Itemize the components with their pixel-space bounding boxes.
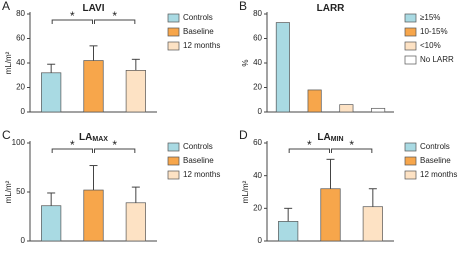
y-tick-label: 80 [253, 9, 262, 18]
legend-swatch [404, 13, 417, 23]
y-tick-label: 20 [253, 203, 262, 212]
y-tick-label: 100 [12, 138, 26, 147]
legend-swatch [404, 27, 417, 37]
bar [41, 205, 62, 242]
chart-title: LAVI [82, 3, 104, 14]
significance-bracket [51, 19, 93, 24]
bar [125, 69, 146, 113]
legend-label: 12 months [183, 41, 220, 50]
y-tick-label: 60 [16, 34, 25, 43]
significance-label: * [307, 138, 312, 152]
y-axis-label: mL/m² [241, 180, 250, 203]
legend-swatch [404, 142, 417, 152]
chart-title: LARR [317, 3, 346, 14]
legend-swatch [404, 41, 417, 51]
y-tick-label: 0 [21, 107, 26, 116]
y-axis-label: % [241, 59, 250, 66]
title-sub: MAX [92, 136, 108, 143]
significance-label: * [112, 9, 117, 23]
significance-bracket [94, 19, 136, 24]
y-tick-label: 0 [258, 107, 263, 116]
legend-label: ≥15% [420, 13, 440, 22]
legend-label: 12 months [183, 170, 220, 179]
y-axis-label: mL/m² [4, 180, 13, 203]
bar [307, 89, 322, 113]
y-tick-label: 40 [16, 58, 25, 67]
legend-label: 12 months [420, 170, 457, 179]
legend-label: Controls [420, 142, 450, 151]
bar [83, 189, 104, 242]
bar [339, 104, 354, 113]
legend-label: Controls [183, 142, 213, 151]
y-tick-label: 0 [21, 236, 26, 245]
bar [278, 221, 299, 242]
panel-letter: A [2, 0, 10, 13]
legend-swatch [404, 170, 417, 180]
title-sub: MIN [331, 136, 344, 143]
chart-title: LAMIN [317, 132, 343, 143]
bar [371, 107, 386, 113]
legend-swatch [167, 156, 180, 166]
y-tick-label: 0 [258, 236, 263, 245]
bar [41, 72, 62, 113]
panel-letter: B [239, 0, 247, 13]
chart-title: LAMAX [79, 132, 108, 143]
title-main: LA [79, 132, 92, 143]
y-tick-label: 20 [253, 83, 262, 92]
significance-bracket [331, 148, 373, 153]
bar [320, 188, 341, 242]
legend-swatch [167, 13, 180, 23]
y-tick-label: 60 [253, 34, 262, 43]
significance-label: * [112, 138, 117, 152]
legend-label: Baseline [183, 27, 214, 36]
panel-letter: C [2, 128, 11, 142]
legend-swatch [167, 170, 180, 180]
legend-label: Controls [183, 13, 213, 22]
legend-swatch [167, 27, 180, 37]
legend-swatch [404, 156, 417, 166]
y-tick-label: 50 [16, 187, 25, 196]
y-tick-label: 60 [253, 138, 262, 147]
bar [83, 60, 104, 113]
y-axis-label: mL/m² [4, 51, 13, 74]
legend-label: No LARR [420, 55, 454, 64]
legend-swatch [404, 55, 417, 65]
significance-label: * [349, 138, 354, 152]
y-tick-label: 20 [16, 83, 25, 92]
legend-label: Baseline [183, 156, 214, 165]
significance-bracket [51, 148, 93, 153]
significance-bracket [288, 148, 330, 153]
y-tick-label: 40 [253, 171, 262, 180]
bar [362, 206, 383, 242]
legend-label: Baseline [420, 156, 451, 165]
bar [125, 202, 146, 242]
legend-swatch [167, 41, 180, 51]
title-main: LA [317, 132, 330, 143]
legend-swatch [167, 142, 180, 152]
bar [275, 22, 290, 113]
significance-label: * [70, 138, 75, 152]
legend-label: 10-15% [420, 27, 448, 36]
title-main: LARR [317, 3, 346, 14]
legend-label: <10% [420, 41, 441, 50]
y-tick-label: 80 [16, 9, 25, 18]
significance-bracket [94, 148, 136, 153]
title-main: LAVI [82, 3, 104, 14]
panel-letter: D [239, 128, 248, 142]
y-tick-label: 40 [253, 58, 262, 67]
significance-label: * [70, 9, 75, 23]
